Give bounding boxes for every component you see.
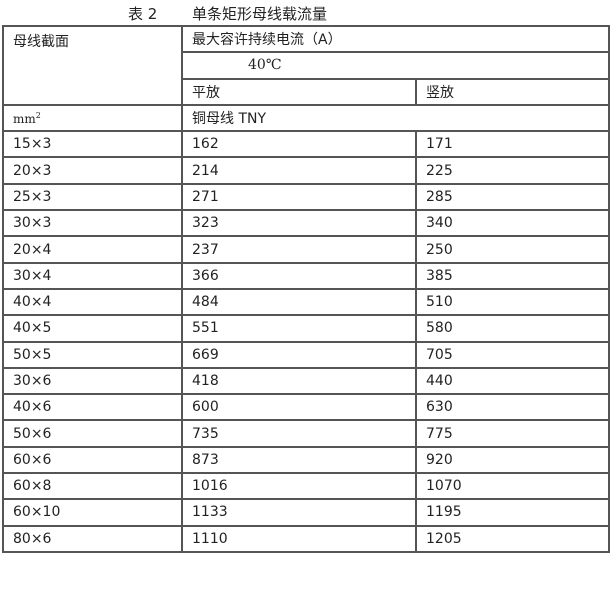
table-caption: 表 2 单条矩形母线载流量 [0,1,610,23]
material-cell: 铜母线 TNY [180,103,610,133]
table-row: 40×6 600 630 [2,393,610,422]
flat-header: 平放 [181,77,417,106]
table-number: 表 2 [128,5,158,23]
flat-cell: 323 [181,209,417,238]
table-row: 30×3 323 340 [2,209,610,238]
table-row: 60×10 1133 1195 [2,498,610,527]
vertical-cell: 705 [414,340,610,369]
table-row: 30×4 366 385 [2,261,610,290]
table-row: 40×5 551 580 [2,314,610,343]
vertical-cell: 171 [414,130,610,159]
temperature-header: 40℃ [180,51,610,80]
vertical-cell: 1205 [414,524,610,553]
vertical-cell: 630 [414,393,610,422]
vertical-cell: 920 [414,445,610,475]
table-row: 80×6 1110 1205 [2,524,610,553]
size-cell: 40×5 [2,314,183,343]
table-row: 60×6 873 920 [2,445,610,475]
size-cell: 15×3 [2,130,183,159]
vertical-header: 竖放 [414,77,610,106]
size-cell: 30×3 [2,209,183,238]
flat-cell: 1016 [181,472,417,501]
flat-cell: 735 [181,419,417,448]
size-cell: 25×3 [2,182,183,212]
size-cell: 50×5 [2,340,183,369]
size-cell: 40×6 [2,393,183,422]
vertical-cell: 1070 [414,472,610,501]
current-header: 最大容许持续电流（A） [180,24,610,54]
vertical-cell: 440 [414,366,610,396]
size-cell: 20×4 [2,235,183,264]
flat-cell: 418 [181,366,417,396]
table-row: 50×6 735 775 [2,419,610,448]
table-row: 20×3 214 225 [2,156,610,185]
vertical-cell: 510 [414,287,610,317]
vertical-cell: 225 [414,156,610,185]
flat-cell: 484 [181,287,417,317]
size-cell: 60×10 [2,498,183,527]
vertical-cell: 385 [414,261,610,290]
table-row: 40×4 484 510 [2,287,610,317]
size-cell: 60×6 [2,445,183,475]
flat-cell: 237 [181,235,417,264]
flat-cell: 669 [181,340,417,369]
section-header: 母线截面 [2,25,183,106]
size-cell: 80×6 [2,524,183,553]
unit-base: mm [13,111,36,126]
busbar-ampacity-table: 母线截面 最大容许持续电流（A） 40℃ 平放 竖放 mm2 铜母线 TNY 1… [2,24,610,553]
header-row: 母线截面 最大容许持续电流（A） [2,24,610,106]
flat-cell: 1133 [181,498,417,527]
table-row: 50×5 669 705 [2,340,610,369]
flat-cell: 366 [181,261,417,290]
unit-row: mm2 铜母线 TNY [2,103,610,133]
flat-cell: 271 [181,182,417,212]
flat-cell: 873 [181,445,417,475]
table-row: 30×6 418 440 [2,366,610,396]
flat-cell: 214 [181,156,417,185]
vertical-cell: 285 [414,182,610,212]
unit-sup: 2 [35,110,41,120]
flat-cell: 162 [181,130,417,159]
size-cell: 20×3 [2,156,183,185]
table-row: 15×3 162 171 [2,130,610,159]
unit-cell: mm2 [2,103,183,133]
size-cell: 40×4 [2,287,183,317]
size-cell: 60×8 [2,472,183,501]
vertical-cell: 340 [414,209,610,238]
temperature-row: 40℃ [3,51,610,80]
vertical-cell: 580 [414,314,610,343]
size-cell: 30×6 [2,366,183,396]
flat-cell: 551 [181,314,417,343]
table-title: 单条矩形母线载流量 [192,5,328,23]
vertical-cell: 250 [414,235,610,264]
size-cell: 30×4 [2,261,183,290]
vertical-cell: 775 [414,419,610,448]
flat-cell: 600 [181,393,417,422]
table-row: 20×4 237 250 [2,235,610,264]
table-row: 60×8 1016 1070 [2,472,610,501]
size-cell: 50×6 [2,419,183,448]
table-row: 25×3 271 285 [2,182,610,212]
vertical-cell: 1195 [414,498,610,527]
flat-cell: 1110 [181,524,417,553]
orientation-row: 平放 竖放 [3,77,610,106]
